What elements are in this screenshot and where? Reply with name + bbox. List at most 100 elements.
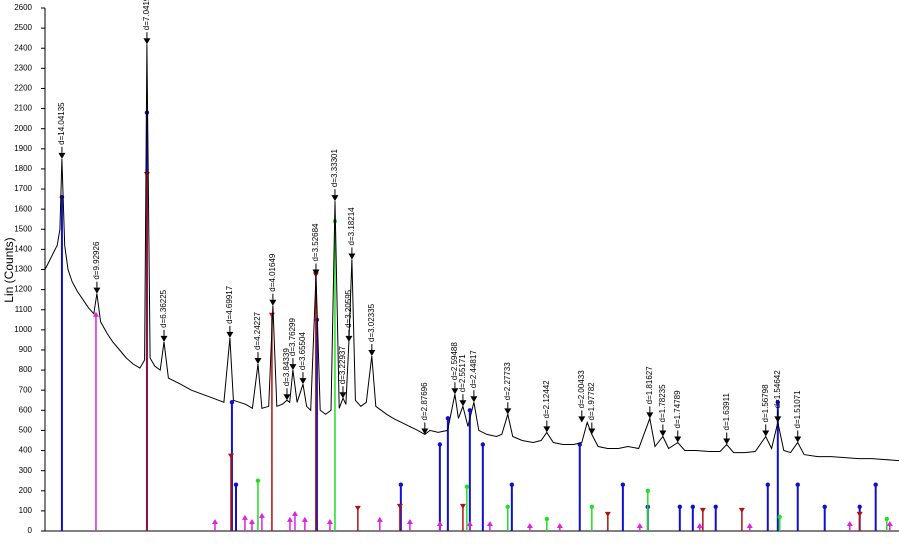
reference-marker — [268, 312, 275, 318]
peak-marker — [543, 426, 551, 433]
y-tick-label: 0 — [28, 526, 33, 535]
peak-label: d=4.69917 — [225, 285, 234, 324]
reference-marker — [144, 110, 150, 115]
reference-marker — [229, 400, 235, 405]
y-tick-label: 2500 — [14, 23, 32, 32]
reference-marker — [696, 522, 703, 528]
reference-marker — [301, 516, 308, 522]
reference-marker — [777, 514, 782, 520]
peak-label: d=3.76299 — [288, 317, 297, 356]
peak-label: d=3.22937 — [338, 346, 347, 385]
peak-label: d=9.92926 — [92, 241, 101, 280]
reference-marker — [143, 171, 150, 177]
y-tick-label: 1100 — [15, 305, 33, 314]
peak-marker — [312, 269, 320, 276]
peak-label: d=3.18214 — [347, 207, 356, 246]
peak-marker — [339, 392, 347, 399]
peak-marker — [459, 400, 467, 407]
reference-marker — [765, 482, 770, 487]
y-tick-label: 300 — [19, 466, 33, 475]
y-tick-label: 1700 — [14, 184, 32, 193]
reference-marker — [690, 504, 696, 510]
y-tick-label: 2300 — [14, 63, 32, 72]
peak-marker — [93, 287, 101, 294]
peak-marker — [421, 428, 429, 435]
reference-marker — [291, 510, 298, 516]
y-tick-label: 800 — [19, 365, 33, 374]
reference-marker — [459, 503, 466, 509]
y-tick-label: 2000 — [14, 124, 32, 133]
peak-label: d=2.27733 — [503, 362, 512, 401]
peak-label: d=1.51071 — [793, 390, 802, 429]
y-tick-label: 2400 — [14, 43, 32, 52]
peak-label: d=1.74789 — [673, 390, 682, 429]
reference-marker — [437, 442, 443, 447]
peak-marker — [723, 438, 731, 445]
y-tick-label: 200 — [19, 486, 33, 495]
peak-marker — [269, 299, 277, 306]
peak-label: d=1.97782 — [587, 382, 596, 421]
reference-marker — [258, 512, 265, 518]
peak-label: d=3.20595 — [344, 289, 353, 328]
peak-label: d=7.04195 — [142, 0, 151, 30]
reference-marker — [396, 503, 403, 509]
reference-marker — [464, 484, 470, 489]
peak-marker — [578, 416, 586, 423]
peak-label: d=3.65504 — [298, 332, 307, 371]
reference-marker — [505, 504, 510, 510]
reference-marker — [248, 518, 255, 524]
peak-label: d=3.52684 — [311, 223, 320, 262]
reference-marker — [822, 504, 827, 510]
reference-marker — [436, 520, 443, 526]
peak-marker — [794, 436, 802, 443]
y-tick-label: 700 — [19, 385, 33, 394]
reference-marker — [526, 522, 533, 528]
y-tick-label: 1300 — [14, 265, 32, 274]
peak-marker — [588, 428, 596, 435]
y-tick-label: 1400 — [14, 244, 32, 253]
peak-marker — [299, 378, 307, 385]
peak-marker — [762, 430, 770, 437]
reference-marker — [645, 488, 651, 493]
peak-label: d=2.55171 — [458, 354, 467, 393]
reference-marker — [466, 520, 473, 526]
peak-label: d=3.84339 — [282, 348, 291, 387]
reference-marker — [241, 514, 248, 520]
y-tick-label: 600 — [19, 405, 33, 414]
peak-label: d=3.33301 — [330, 149, 339, 188]
reference-marker — [486, 520, 493, 526]
peak-label: d=2.12442 — [542, 380, 551, 419]
reference-marker — [233, 482, 239, 487]
reference-marker — [713, 504, 718, 510]
reference-marker — [544, 516, 550, 522]
reference-marker — [846, 520, 853, 526]
peak-marker — [143, 38, 151, 45]
reference-marker — [746, 522, 753, 528]
peak-marker — [368, 349, 376, 356]
reference-marker — [856, 511, 863, 517]
peak-marker — [160, 335, 168, 342]
peak-label: d=1.81627 — [645, 366, 654, 405]
y-tick-label: 1600 — [14, 204, 32, 213]
peak-label: d=1.54642 — [773, 370, 782, 409]
peak-label: d=2.44817 — [469, 350, 478, 389]
peak-label: d=2.59488 — [450, 342, 459, 381]
peak-marker — [470, 396, 478, 403]
reference-marker — [255, 478, 261, 483]
peak-label: d=1.56798 — [761, 384, 770, 423]
reference-marker — [286, 516, 293, 522]
y-tick-label: 100 — [19, 506, 33, 515]
reference-marker — [738, 507, 745, 513]
reference-marker — [857, 504, 862, 510]
y-tick-label: 1900 — [14, 144, 32, 153]
peak-marker — [283, 394, 291, 401]
y-axis-label: Lin (Counts) — [2, 237, 16, 302]
reference-marker — [589, 504, 595, 510]
y-tick-label: 2100 — [14, 104, 32, 113]
peak-label: d=4.01649 — [268, 253, 277, 292]
reference-marker — [326, 518, 333, 524]
y-tick-label: 1200 — [14, 285, 32, 294]
reference-marker — [211, 518, 218, 524]
